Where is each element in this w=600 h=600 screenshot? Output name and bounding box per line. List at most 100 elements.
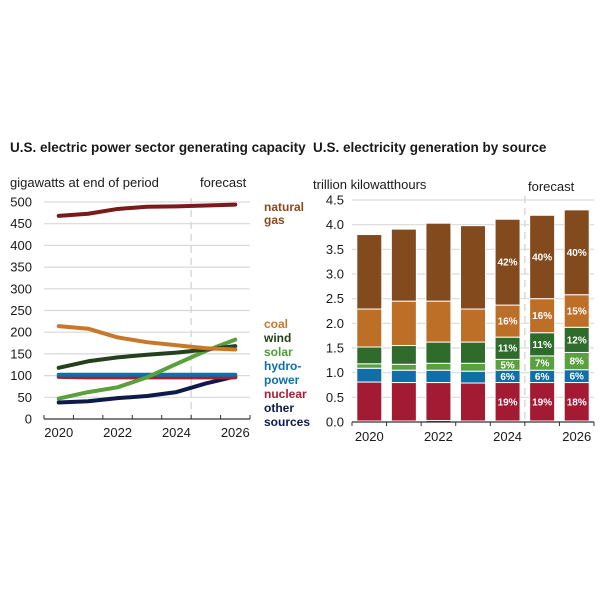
bar-segment-wind — [494, 336, 521, 360]
bar-data-label: 18% — [567, 397, 587, 408]
y-tick-label: 50 — [18, 390, 32, 405]
x-tick-label: 2022 — [424, 429, 453, 444]
bar-segment-wind — [425, 341, 452, 364]
bar-segment-coal — [460, 308, 486, 343]
x-tick-label: 2026 — [221, 425, 250, 440]
x-tick-label: 2022 — [103, 425, 132, 440]
x-tick-label: 2020 — [44, 425, 73, 440]
legend-label-solar: solar — [264, 345, 293, 359]
x-tick-label: 2024 — [493, 429, 522, 444]
y-tick-label: 4.0 — [326, 217, 344, 232]
bar-segment-solar — [529, 355, 556, 371]
legend-label-hydropower: power — [264, 373, 300, 387]
bar-data-label: 40% — [532, 252, 552, 263]
bar-data-label: 7% — [535, 359, 550, 370]
x-tick-label: 2020 — [355, 429, 384, 444]
bar-data-label: 16% — [498, 317, 518, 328]
bar-data-label: 42% — [498, 258, 518, 269]
bar-data-label: 6% — [569, 372, 584, 383]
bar-segment-coal — [529, 298, 556, 334]
bar-data-label: 8% — [569, 357, 584, 368]
legend-label-nuclear: nuclear — [264, 387, 307, 401]
legend-label-coal: coal — [264, 317, 288, 331]
bar-data-label: 19% — [532, 397, 552, 408]
bar-segment-hydropower — [356, 367, 383, 383]
bar-segment-natural-gas — [425, 222, 452, 302]
bar-data-label: 11% — [532, 340, 552, 351]
legend-label-hydropower: hydro- — [264, 359, 301, 373]
bar-segment-hydropower — [460, 370, 486, 384]
bar-segment-nuclear — [390, 382, 417, 422]
y-tick-label: 500 — [10, 195, 32, 210]
x-tick-label: 2024 — [162, 425, 191, 440]
bar-data-label: 12% — [567, 335, 587, 346]
right-chart-title: U.S. electricity generation by source — [313, 140, 547, 155]
y-tick-label: 250 — [10, 303, 32, 318]
right-chart-ylabel: trillion kilowatthours — [313, 177, 427, 192]
y-tick-label: 1.5 — [326, 341, 344, 356]
bar-segment-natural-gas — [460, 225, 486, 310]
bar-segment-solar — [494, 358, 521, 371]
bar-segment-solar — [563, 351, 590, 371]
y-tick-label: 0.5 — [326, 390, 344, 405]
bar-segment-coal — [390, 300, 417, 347]
bar-segment-coal — [356, 308, 383, 348]
legend-label-natural-gas: natural — [264, 200, 304, 214]
y-tick-label: 150 — [10, 346, 32, 361]
y-tick-label: 3.0 — [326, 267, 344, 282]
x-tick-label: 2026 — [562, 429, 591, 444]
bar-segment-other — [425, 420, 452, 423]
bar-segment-solar — [425, 362, 452, 371]
bar-segment-hydropower — [390, 369, 417, 384]
bar-segment-other — [356, 420, 383, 423]
y-tick-label: 350 — [10, 260, 32, 275]
legend-label-other-sources: sources — [264, 415, 310, 429]
y-tick-label: 200 — [10, 325, 32, 340]
right-chart-forecast-label: forecast — [528, 179, 575, 194]
bar-segment-other — [563, 420, 590, 423]
bar-data-label: 40% — [567, 248, 587, 259]
bar-segment-solar — [390, 363, 417, 371]
bar-data-label: 5% — [500, 360, 515, 371]
bar-segment-wind — [563, 326, 590, 353]
bar-segment-other — [494, 420, 521, 423]
bar-segment-other — [390, 420, 417, 423]
y-tick-label: 300 — [10, 281, 32, 296]
bar-segment-wind — [390, 345, 417, 365]
bar-segment-other — [460, 420, 486, 423]
legend-label-other-sources: other — [264, 401, 294, 415]
bar-segment-nuclear — [563, 382, 590, 422]
y-tick-label: 450 — [10, 216, 32, 231]
bar-segment-natural-gas — [563, 209, 590, 296]
bar-segment-natural-gas — [390, 228, 417, 302]
bar-segment-hydropower — [563, 369, 590, 384]
y-tick-label: 3.5 — [326, 242, 344, 257]
bar-segment-natural-gas — [529, 214, 556, 300]
bar-segment-coal — [425, 300, 452, 343]
left-chart-ylabel: gigawatts at end of period — [10, 175, 159, 190]
y-tick-label: 2.5 — [326, 291, 344, 306]
bar-segment-coal — [494, 304, 521, 338]
bar-segment-natural-gas — [494, 218, 521, 306]
legend-label-wind: wind — [263, 331, 291, 345]
bar-data-label: 15% — [567, 307, 587, 318]
bar-segment-wind — [460, 341, 486, 364]
left-chart-title: U.S. electric power sector generating ca… — [10, 140, 306, 155]
series-line-natural-gas — [56, 202, 238, 218]
bar-segment-wind — [529, 332, 556, 357]
legend-label-natural-gas: gas — [264, 213, 285, 227]
bar-segment-other — [529, 420, 556, 423]
bar-segment-nuclear — [529, 382, 556, 422]
bar-segment-nuclear — [494, 382, 521, 422]
y-tick-label: 1.0 — [326, 365, 344, 380]
y-tick-label: 2.0 — [326, 316, 344, 331]
bar-segment-hydropower — [529, 369, 556, 384]
bar-segment-nuclear — [425, 382, 452, 422]
bar-segment-solar — [356, 363, 383, 369]
bar-segment-nuclear — [460, 382, 486, 422]
bar-data-label: 16% — [532, 311, 552, 322]
y-tick-label: 4.5 — [326, 193, 344, 208]
series-line-other-sources — [56, 374, 238, 405]
bar-segment-hydropower — [494, 369, 521, 384]
bar-segment-natural-gas — [356, 234, 383, 310]
